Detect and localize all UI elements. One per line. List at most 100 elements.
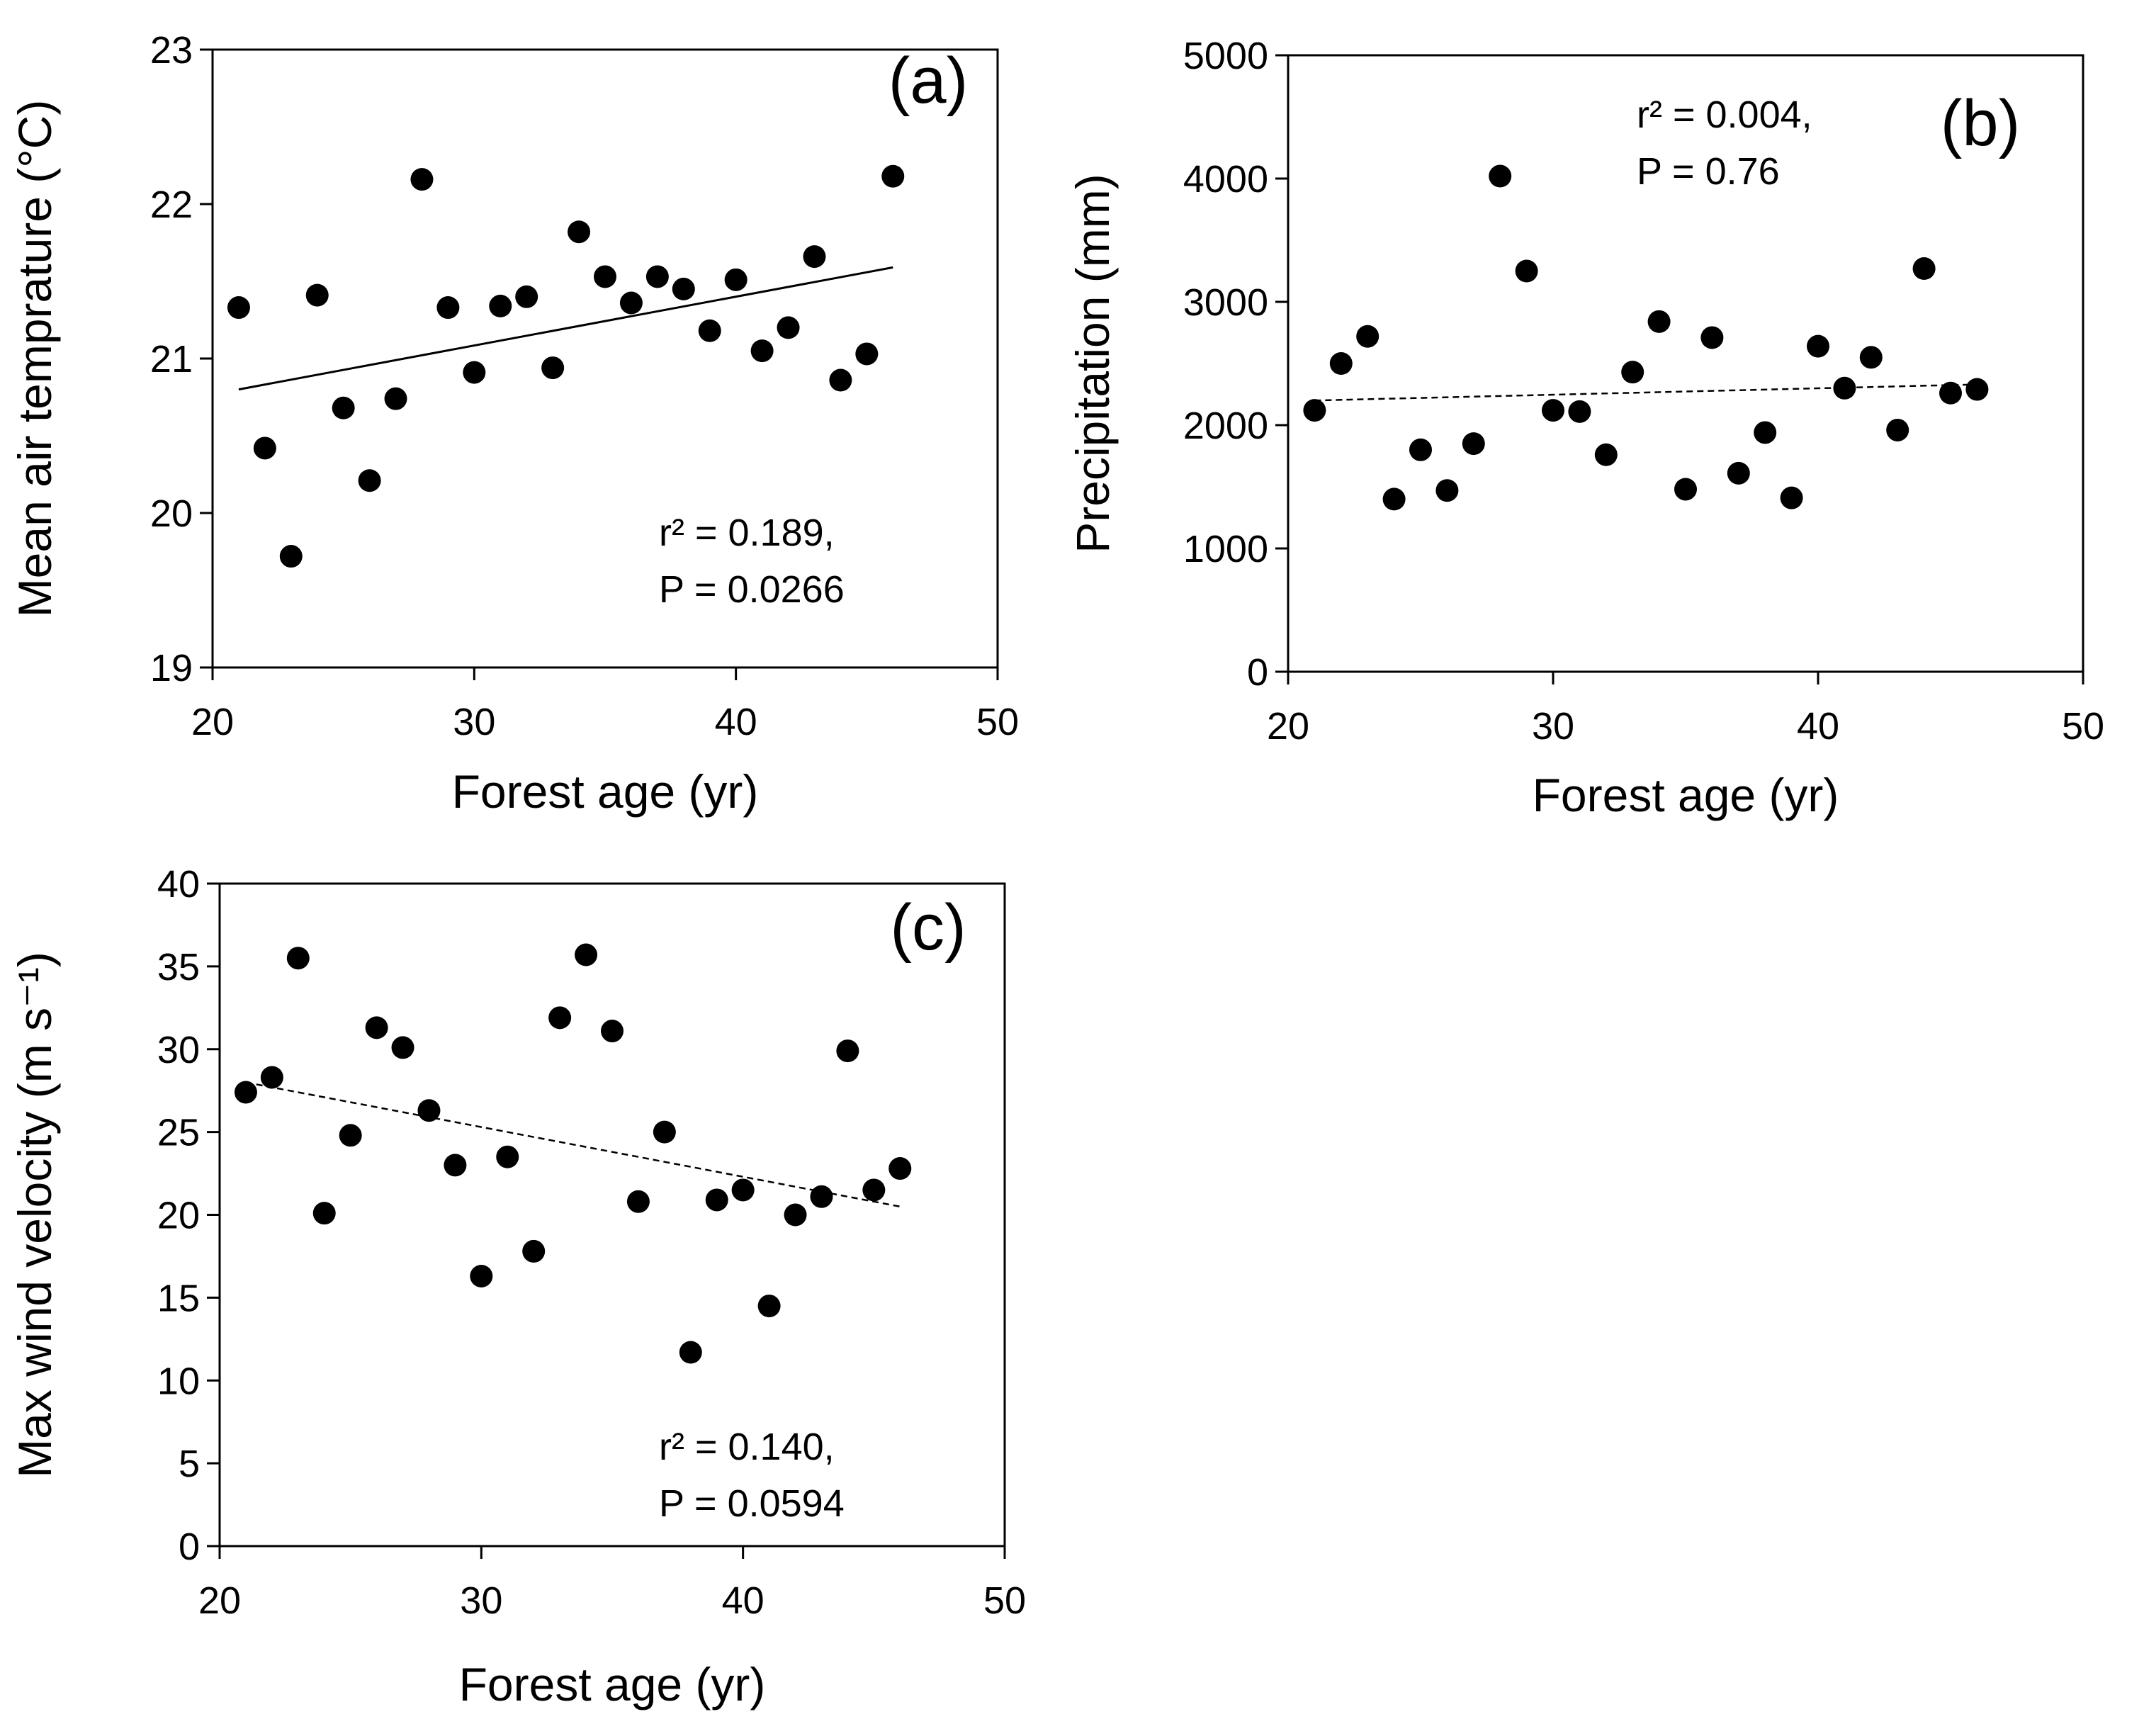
data-point (417, 1099, 441, 1122)
data-point (1700, 326, 1724, 349)
data-point (339, 1124, 362, 1147)
x-tick-label: 40 (722, 1579, 764, 1622)
data-point (279, 545, 303, 568)
data-point (724, 268, 747, 291)
data-point (436, 296, 460, 320)
data-point (391, 1036, 414, 1059)
x-tick-label: 30 (453, 701, 495, 743)
panel-label: (a) (888, 45, 968, 117)
data-point (332, 396, 355, 419)
data-point (1754, 421, 1777, 444)
data-point (1647, 310, 1671, 333)
data-point (541, 356, 565, 380)
data-point (575, 943, 598, 966)
y-axis-title: Mean air temprature (°C) (9, 100, 61, 618)
y-axis-title: Max wind velocity (m s⁻¹) (9, 952, 61, 1478)
data-point (1780, 486, 1803, 509)
data-point (1515, 259, 1538, 283)
data-point (227, 296, 250, 320)
data-point (444, 1154, 467, 1177)
x-tick-label: 50 (983, 1579, 1026, 1622)
y-tick-label: 5000 (1183, 35, 1268, 77)
stats-r2: r² = 0.004, (1637, 94, 1812, 136)
x-tick-label: 40 (715, 701, 757, 743)
data-point (645, 265, 669, 288)
data-point (365, 1016, 388, 1039)
x-tick-label: 20 (191, 701, 234, 743)
plot-area (211, 48, 999, 669)
data-point (601, 1020, 624, 1043)
data-point (1965, 378, 1989, 401)
data-point (698, 319, 721, 342)
y-tick-label: 21 (150, 338, 193, 381)
y-tick-label: 15 (157, 1277, 200, 1319)
trend-line (1314, 383, 1977, 402)
x-tick-label: 50 (2062, 705, 2104, 748)
panel-label: (b) (1941, 87, 2020, 159)
y-tick-label: 30 (157, 1029, 200, 1071)
data-point (626, 1190, 650, 1213)
y-tick-label: 4000 (1183, 158, 1268, 201)
data-point (862, 1178, 886, 1202)
data-point (1435, 479, 1459, 502)
data-point (312, 1202, 336, 1225)
panel-a: 20 30 40 50 19 20 21 22 23 (a) r² = 0.189, P = 0.02… (9, 29, 1019, 818)
data-point (1568, 400, 1591, 423)
data-point (705, 1188, 728, 1212)
data-point (489, 294, 512, 317)
y-axis-title: Precipitation (mm) (1066, 174, 1119, 553)
data-point (384, 387, 407, 410)
data-point (305, 283, 329, 307)
data-point (1594, 443, 1618, 466)
x-axis-title: Forest age (yr) (1533, 769, 1839, 821)
x-axis-title: Forest age (yr) (452, 765, 759, 818)
data-point (784, 1203, 807, 1227)
y-tick-label: 5 (179, 1443, 200, 1485)
data-point (253, 436, 276, 460)
data-point (1621, 361, 1644, 384)
y-tick-label: 2000 (1183, 405, 1268, 447)
data-point (568, 220, 591, 244)
data-point (855, 342, 879, 366)
plot-area (218, 882, 1006, 1548)
stats-r2: r² = 0.140, (659, 1426, 835, 1468)
y-tick-label: 20 (157, 1195, 200, 1237)
data-point (810, 1185, 833, 1208)
data-point (496, 1145, 519, 1168)
y-tick-label: 1000 (1183, 528, 1268, 570)
data-point (679, 1341, 702, 1364)
data-point (515, 285, 538, 308)
data-point (757, 1295, 781, 1318)
data-point (470, 1264, 493, 1287)
data-point (619, 291, 643, 315)
y-tick-label: 0 (1247, 651, 1268, 694)
data-point (234, 1081, 257, 1104)
y-tick-label: 0 (179, 1526, 200, 1568)
x-tick-label: 50 (976, 701, 1019, 743)
x-tick-label: 30 (460, 1579, 502, 1622)
data-point (1939, 381, 1962, 405)
y-tick-label: 19 (150, 647, 193, 689)
data-point (1859, 346, 1883, 369)
data-point (803, 245, 826, 269)
data-point (1727, 461, 1750, 485)
panel-label: (c) (890, 891, 966, 964)
data-point (750, 339, 774, 363)
data-point (548, 1006, 572, 1030)
y-tick-label: 35 (157, 946, 200, 988)
panel-b: 20 30 40 50 0 1000 2000 3000 4000 5000 (b) r² = 0.0… (1066, 35, 2104, 821)
data-point (888, 1157, 912, 1180)
stats-p: P = 0.0594 (659, 1482, 845, 1525)
data-point (1886, 418, 1909, 441)
stats-r2: r² = 0.189, (659, 512, 835, 554)
plot-area (1287, 54, 2084, 673)
trend-line (238, 266, 893, 391)
x-tick-label: 20 (198, 1579, 241, 1622)
y-tick-label: 10 (157, 1360, 200, 1402)
x-tick-label: 40 (1797, 705, 1839, 748)
data-point (836, 1039, 859, 1063)
data-point (731, 1178, 755, 1202)
data-point (1409, 438, 1432, 461)
y-tick-label: 23 (150, 29, 193, 72)
